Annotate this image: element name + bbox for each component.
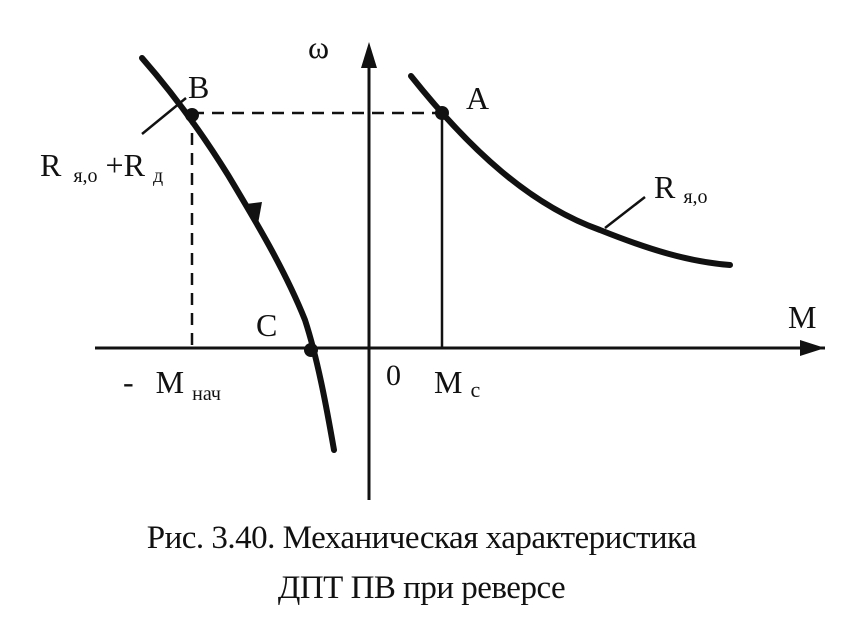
natural-resistance-label: R я,о bbox=[654, 169, 708, 208]
m-start-label: - M нач bbox=[123, 364, 221, 405]
point-c-marker bbox=[304, 343, 318, 357]
figure-caption-line-2: ДПТ ПВ при реверсе bbox=[277, 570, 566, 606]
figure-caption-line-1: Рис. 3.40. Механическая характеристика bbox=[146, 520, 697, 556]
point-b-label: B bbox=[188, 69, 209, 105]
natural-characteristic-curve bbox=[408, 73, 733, 268]
leader-line-reverse-resistance bbox=[141, 97, 187, 135]
m-start-minus: - bbox=[123, 364, 134, 400]
m-c-main: M bbox=[434, 364, 462, 400]
omega-axis-label: ω bbox=[308, 29, 329, 65]
reverse-resistance-main-1: R bbox=[40, 147, 62, 183]
transition-direction-arrow bbox=[246, 202, 262, 224]
m-axis-label: M bbox=[788, 299, 816, 335]
point-b-marker bbox=[185, 108, 199, 122]
natural-resistance-sub: я,о bbox=[683, 186, 707, 208]
reverse-resistance-sub-1: я,о bbox=[73, 165, 97, 187]
m-c-sub: с bbox=[470, 377, 480, 402]
leader-line-natural-resistance bbox=[604, 196, 646, 229]
point-c-label: C bbox=[256, 307, 277, 343]
omega-axis-arrow bbox=[361, 42, 377, 68]
m-c-label: M с bbox=[434, 364, 480, 402]
point-a-label: A bbox=[466, 80, 489, 116]
m-start-sub: нач bbox=[192, 383, 221, 405]
origin-label: 0 bbox=[386, 359, 401, 392]
reverse-resistance-sub-2: д bbox=[153, 165, 163, 187]
reverse-characteristic-curve bbox=[139, 55, 337, 453]
reverse-resistance-plus: +R bbox=[106, 147, 146, 183]
mechanical-characteristic-diagram: ω M 0 A B C - M нач M с R я,о R я,о +R д bbox=[40, 29, 825, 500]
m-axis-arrow bbox=[800, 340, 825, 356]
point-a-marker bbox=[435, 106, 449, 120]
reverse-resistance-label: R я,о +R д bbox=[40, 147, 163, 189]
m-start-main: M bbox=[156, 364, 184, 400]
natural-resistance-main: R bbox=[654, 169, 676, 205]
